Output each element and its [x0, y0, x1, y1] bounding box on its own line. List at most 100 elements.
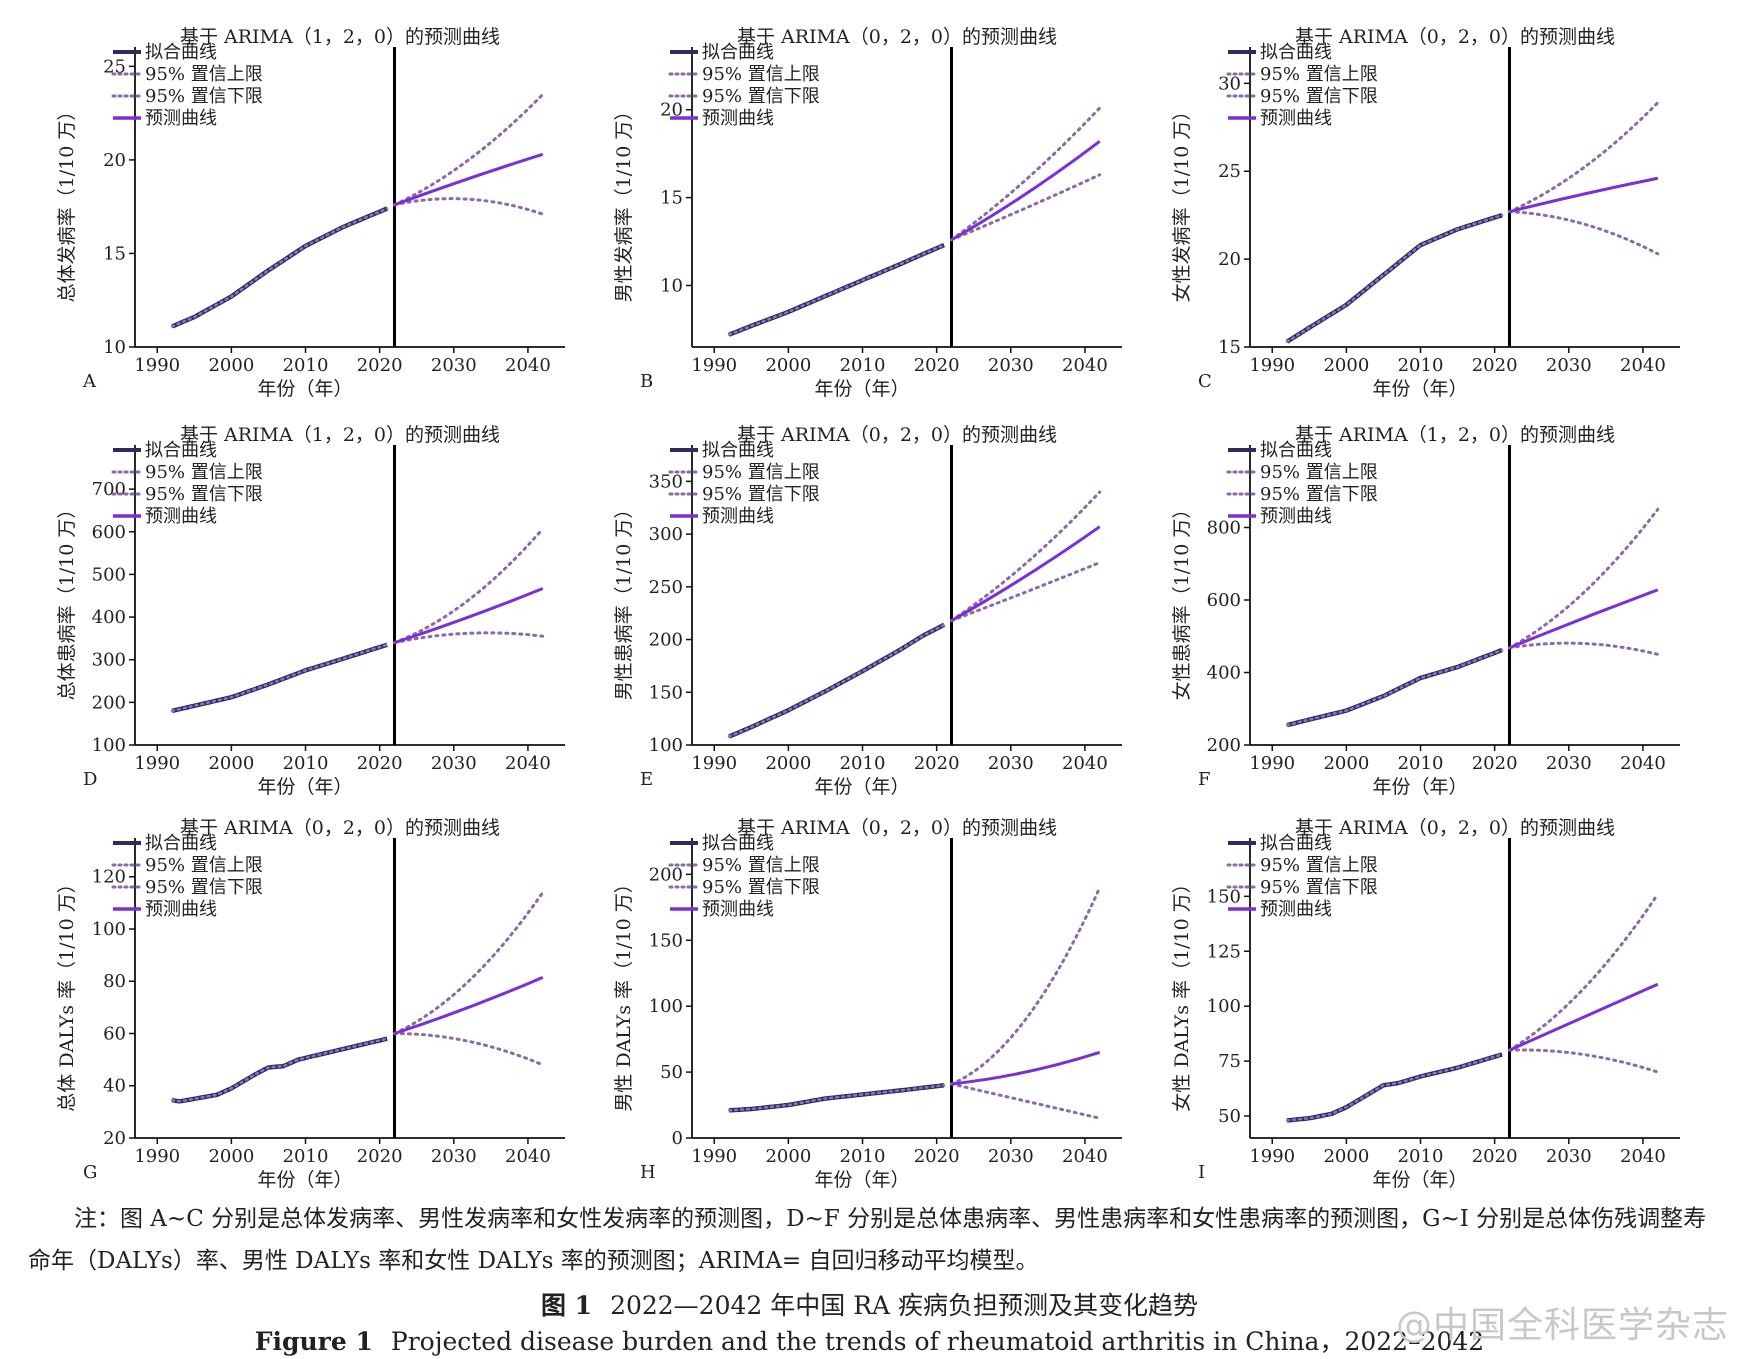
legend-label: 拟合曲线	[702, 440, 774, 461]
forecast-curve	[394, 975, 544, 1035]
panel-letter: C	[1198, 371, 1212, 392]
chart-title: 基于 ARIMA（0，2，0）的预测曲线	[180, 817, 500, 839]
ci-lower-curve	[949, 173, 1102, 242]
y-axis-label: 女性 DALYs 率（1/10 万）	[1171, 874, 1193, 1111]
x-tick-label: 2030	[988, 355, 1034, 376]
x-tick-label: 2010	[1398, 1146, 1444, 1167]
chart-panel-b: 基于 ARIMA（0，2，0）的预测曲线 10 15 20 1990 2000 2010 20…	[613, 26, 1122, 400]
chart-panel-h: 基于 ARIMA（0，2，0）的预测曲线 0 50 100 150 200 1990 2000…	[613, 817, 1122, 1191]
fitted-dots	[727, 623, 946, 738]
fitted-dots	[727, 1084, 946, 1112]
x-tick-label: 1990	[691, 355, 737, 376]
chart-panel-e: 基于 ARIMA（0，2，0）的预测曲线 100 150 200 250 300 350 19…	[613, 424, 1122, 798]
y-tick-label: 200	[649, 864, 683, 885]
panel-letter: A	[82, 371, 97, 392]
y-tick-label: 200	[92, 692, 126, 713]
x-tick-label: 2020	[1472, 753, 1518, 774]
legend-label: 95% 置信下限	[1260, 86, 1378, 107]
x-tick-label: 1990	[134, 355, 180, 376]
chart-title: 基于 ARIMA（1，2，0）的预测曲线	[180, 26, 500, 48]
x-tick-label: 2010	[283, 355, 329, 376]
legend-label: 拟合曲线	[145, 440, 217, 461]
x-tick-label: 2040	[1620, 1146, 1666, 1167]
legend-label: 95% 置信下限	[702, 86, 820, 107]
ci-upper-curve	[1507, 101, 1660, 214]
legend-label: 95% 置信上限	[1260, 462, 1378, 483]
x-tick-label: 2000	[765, 355, 811, 376]
y-tick-label: 25	[103, 56, 126, 77]
y-tick-label: 75	[1218, 1051, 1241, 1072]
legend-label: 预测曲线	[702, 506, 774, 527]
ci-upper-curve	[1507, 892, 1660, 1052]
x-tick-label: 2040	[505, 1146, 551, 1167]
legend-label: 95% 置信上限	[1260, 855, 1378, 876]
x-tick-label: 2040	[1062, 753, 1108, 774]
legend-label: 预测曲线	[145, 899, 217, 920]
legend-label: 拟合曲线	[145, 833, 217, 854]
x-tick-label: 1990	[134, 1146, 180, 1167]
forecast-curve	[951, 1050, 1101, 1086]
chart-title: 基于 ARIMA（0，2，0）的预测曲线	[737, 26, 1057, 48]
y-tick-label: 20	[103, 150, 126, 171]
y-tick-label: 150	[649, 682, 683, 703]
x-tick-label: 2020	[914, 753, 960, 774]
x-tick-label: 1990	[1249, 753, 1295, 774]
y-tick-label: 250	[649, 577, 683, 598]
legend-label: 预测曲线	[1260, 899, 1332, 920]
y-tick-label: 100	[92, 919, 126, 940]
fitted-dots	[170, 1037, 389, 1103]
panel-letter: D	[83, 769, 97, 790]
y-tick-label: 120	[92, 867, 126, 888]
y-tick-label: 50	[1218, 1106, 1241, 1127]
ci-upper-curve	[949, 886, 1102, 1086]
y-tick-label: 350	[649, 471, 683, 492]
x-tick-label: 2000	[1323, 355, 1369, 376]
x-axis-label: 年份（年）	[257, 776, 352, 798]
x-axis-label: 年份（年）	[1372, 1169, 1467, 1191]
y-tick-label: 300	[649, 524, 683, 545]
x-tick-label: 2010	[840, 753, 886, 774]
legend-label: 95% 置信下限	[702, 877, 820, 898]
x-tick-label: 2040	[505, 355, 551, 376]
x-tick-label: 2010	[283, 753, 329, 774]
x-tick-label: 1990	[1249, 1146, 1295, 1167]
legend-label: 95% 置信上限	[702, 462, 820, 483]
x-tick-label: 2010	[283, 1146, 329, 1167]
x-tick-label: 2020	[914, 355, 960, 376]
caption-cn-text: 2022—2042 年中国 RA 疾病负担预测及其变化趋势	[610, 1291, 1199, 1320]
figure-note: 注：图 A~C 分别是总体发病率、男性发病率和女性发病率的预测图，D~F 分别是…	[28, 1206, 1707, 1274]
forecast-curve	[1508, 982, 1659, 1052]
x-tick-label: 2030	[1546, 1146, 1592, 1167]
legend-label: 拟合曲线	[702, 42, 774, 63]
chart-panel-i: 基于 ARIMA（0，2，0）的预测曲线 50 75 100 125 150 1990 200…	[1171, 817, 1680, 1191]
x-tick-label: 2030	[1546, 753, 1592, 774]
y-tick-label: 100	[1207, 996, 1241, 1017]
caption-en-label: Figure 1	[254, 1327, 373, 1356]
y-tick-label: 30	[1218, 73, 1241, 94]
x-axis-label: 年份（年）	[1372, 776, 1467, 798]
x-tick-label: 2040	[1062, 1146, 1108, 1167]
forecast-curve	[1508, 588, 1659, 650]
y-axis-label: 男性患病率（1/10 万）	[613, 500, 635, 701]
ci-lower-curve	[1507, 1048, 1660, 1074]
panel-letter: F	[1198, 769, 1211, 790]
y-tick-label: 125	[1207, 941, 1241, 962]
caption-chinese: 图 1 2022—2042 年中国 RA 疾病负担预测及其变化趋势	[0, 1286, 1739, 1322]
legend-label: 预测曲线	[702, 108, 774, 129]
x-tick-label: 2040	[1620, 753, 1666, 774]
chart-panel-f: 基于 ARIMA（1，2，0）的预测曲线 200 400 600 800 1990 2000…	[1171, 424, 1680, 798]
x-axis-label: 年份（年）	[814, 378, 909, 400]
chart-panel-d: 基于 ARIMA（1，2，0）的预测曲线 100 200 300 400 500 600 70…	[56, 424, 565, 798]
y-tick-label: 600	[92, 522, 126, 543]
x-tick-label: 2010	[840, 1146, 886, 1167]
y-tick-label: 100	[649, 735, 683, 756]
legend-label: 拟合曲线	[1260, 42, 1332, 63]
x-tick-label: 2040	[505, 753, 551, 774]
caption-en-text: Projected disease burden and the trends …	[390, 1327, 1485, 1356]
